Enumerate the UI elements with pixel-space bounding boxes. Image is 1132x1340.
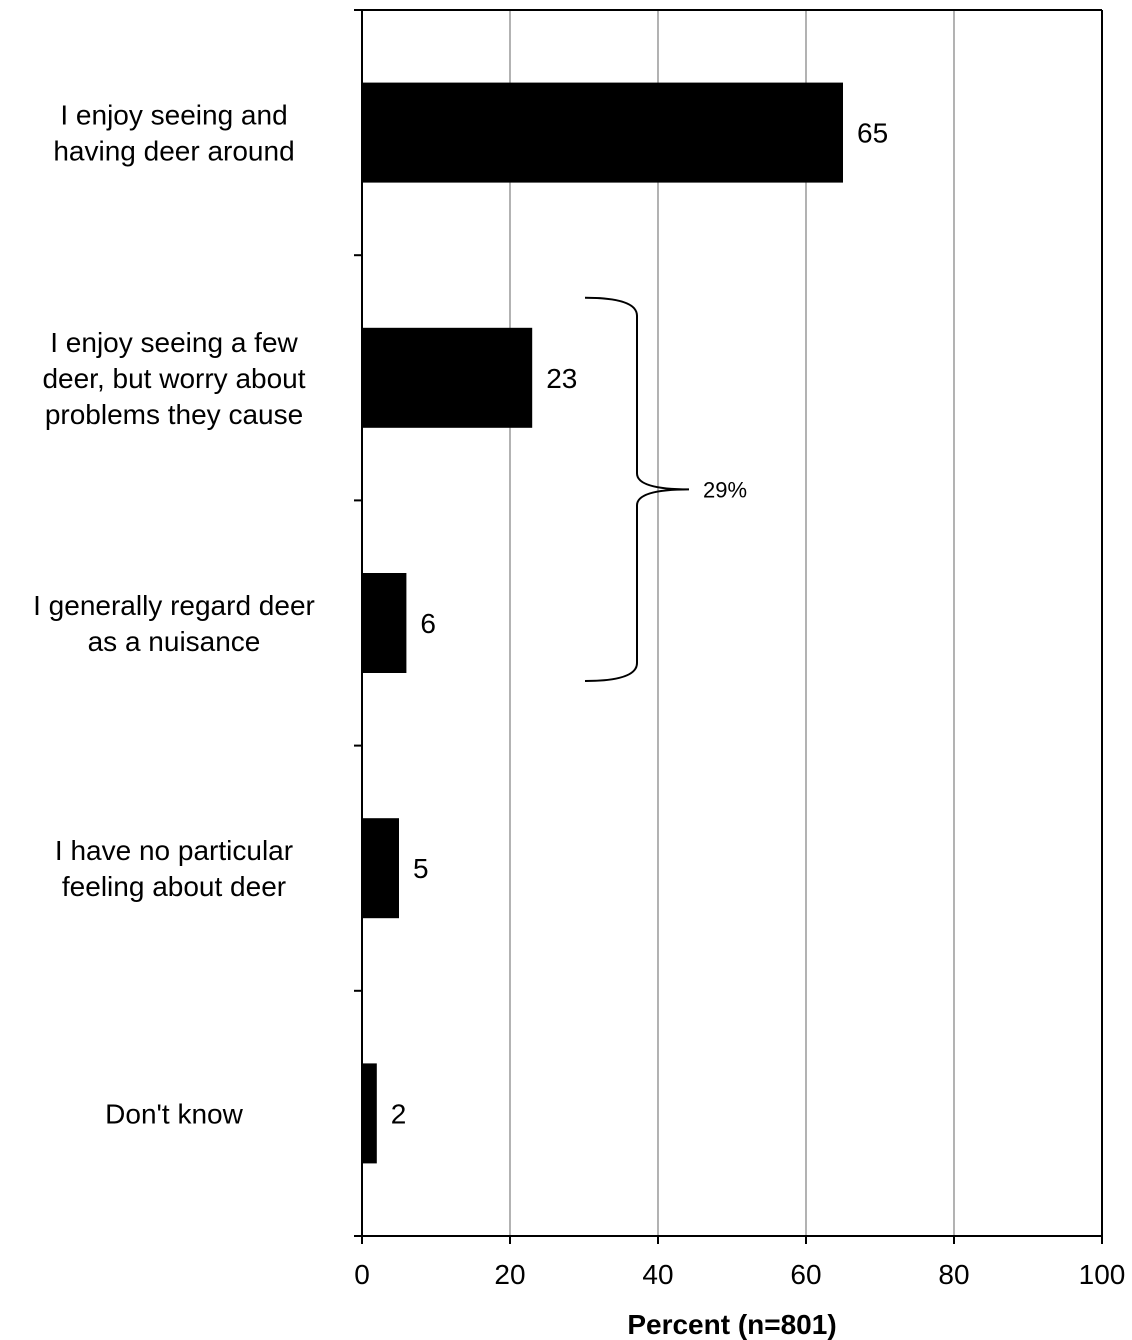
bars <box>362 82 843 1164</box>
bar-1 <box>362 327 533 428</box>
bar-3 <box>362 818 399 919</box>
category-label-2: I generally regard deer as a nuisance <box>33 590 315 657</box>
x-tick-label-80: 80 <box>938 1259 969 1290</box>
bar-0 <box>362 82 843 183</box>
data-label-0: 65 <box>857 118 888 149</box>
x-tick-label-20: 20 <box>494 1259 525 1290</box>
x-tick-labels: 0 20 40 60 80 100 <box>354 1259 1125 1290</box>
x-tick-label-100: 100 <box>1079 1259 1126 1290</box>
x-tick-label-0: 0 <box>354 1259 370 1290</box>
bracket-annotation: 29% <box>584 296 747 682</box>
annotation-label: 29% <box>703 477 747 502</box>
data-label-3: 5 <box>413 853 429 884</box>
axes <box>354 9 1103 1244</box>
category-label-1: I enjoy seeing a few deer, but worry abou… <box>42 327 305 430</box>
bar-4 <box>362 1063 377 1164</box>
grid-lines <box>509 10 955 1236</box>
x-tick-label-60: 60 <box>790 1259 821 1290</box>
category-label-0: I enjoy seeing and having deer around <box>53 100 294 167</box>
x-axis-title: Percent (n=801) <box>627 1309 836 1340</box>
category-label-3: I have no particular feeling about deer <box>55 835 293 902</box>
bar-2 <box>362 573 407 673</box>
brace-path <box>584 296 690 682</box>
data-label-4: 2 <box>391 1098 407 1129</box>
category-labels: I enjoy seeing and having deer around I en… <box>33 100 315 1130</box>
data-label-1: 23 <box>546 363 577 394</box>
data-label-2: 6 <box>420 608 436 639</box>
x-tick-label-40: 40 <box>642 1259 673 1290</box>
category-label-4: Don't know <box>105 1098 243 1129</box>
